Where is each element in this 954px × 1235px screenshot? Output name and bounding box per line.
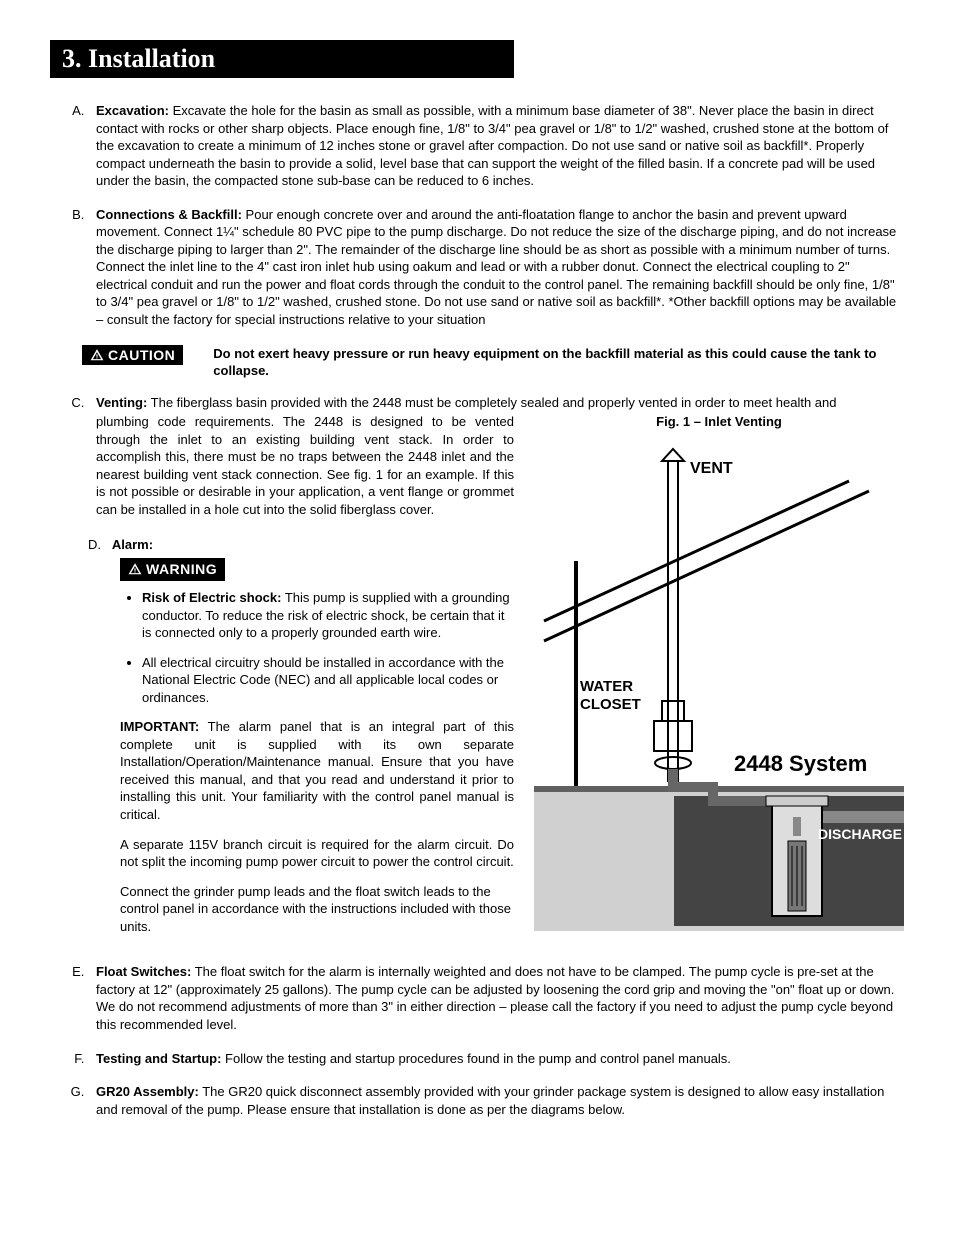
item-a: Excavation: Excavate the hole for the ba…	[88, 102, 904, 190]
important-text: The alarm panel that is an integral part…	[120, 719, 514, 822]
wc-label-1: WATER	[580, 678, 633, 695]
warning-badge: WARNING	[120, 558, 225, 581]
discharge-label: DISCHARGE	[818, 826, 902, 842]
item-g: GR20 Assembly: The GR20 quick disconnect…	[88, 1083, 904, 1118]
alarm-bullets: Risk of Electric shock: This pump is sup…	[96, 589, 514, 706]
system-label: 2448 System	[734, 751, 867, 776]
bullet-1: Risk of Electric shock: This pump is sup…	[142, 589, 514, 642]
inlet-venting-diagram: VENT WATER CLOSET 2448 System DISCHARGE	[534, 441, 904, 931]
bullet-2-text: All electrical circuitry should be insta…	[142, 655, 504, 705]
figure-1: Fig. 1 – Inlet Venting	[534, 413, 904, 947]
item-c: Venting: The fiberglass basin provided w…	[88, 394, 904, 948]
important-para: IMPORTANT: The alarm panel that is an in…	[120, 718, 514, 823]
item-c-lead: The fiberglass basin provided with the 2…	[151, 395, 837, 410]
item-a-label: Excavation:	[96, 103, 169, 118]
warning-triangle-icon	[128, 562, 142, 576]
caution-badge: CAUTION	[82, 345, 183, 365]
item-g-text: The GR20 quick disconnect assembly provi…	[96, 1084, 884, 1117]
section-number: 3.	[62, 44, 82, 73]
bullet-2: All electrical circuitry should be insta…	[142, 654, 514, 707]
item-c-label: Venting:	[96, 395, 147, 410]
item-c-rest: plumbing code requirements. The 2448 is …	[96, 413, 514, 518]
item-f-text: Follow the testing and startup procedure…	[221, 1051, 730, 1066]
alarm-p2: A separate 115V branch circuit is requir…	[120, 836, 514, 871]
wc-label-2: CLOSET	[580, 696, 641, 713]
item-b-label: Connections & Backfill:	[96, 207, 242, 222]
item-e: Float Switches: The float switch for the…	[88, 963, 904, 1033]
installation-list-cont: Venting: The fiberglass basin provided w…	[50, 394, 904, 948]
item-e-label: Float Switches:	[96, 964, 191, 979]
item-d-label: Alarm:	[112, 537, 153, 552]
item-g-label: GR20 Assembly:	[96, 1084, 199, 1099]
warning-triangle-icon	[90, 348, 104, 362]
section-header: 3. Installation	[50, 40, 514, 78]
vent-label: VENT	[690, 460, 733, 477]
alarm-p3: Connect the grinder pump leads and the f…	[120, 883, 514, 936]
section-title-text: Installation	[88, 44, 215, 73]
installation-list: Excavation: Excavate the hole for the ba…	[50, 102, 904, 329]
warning-badge-text: WARNING	[146, 560, 217, 579]
caution-badge-text: CAUTION	[108, 347, 175, 363]
important-label: IMPORTANT:	[120, 719, 199, 734]
bullet-1-bold: Risk of Electric shock:	[142, 590, 281, 605]
item-b: Connections & Backfill: Pour enough conc…	[88, 206, 904, 329]
caution-text: Do not exert heavy pressure or run heavy…	[213, 345, 904, 380]
item-f-label: Testing and Startup:	[96, 1051, 221, 1066]
item-f: Testing and Startup: Follow the testing …	[88, 1050, 904, 1068]
installation-list-tail: Float Switches: The float switch for the…	[50, 963, 904, 1118]
item-e-text: The float switch for the alarm is intern…	[96, 964, 894, 1032]
item-d-wrap: D. Alarm: WARNING Risk of Electric shock…	[96, 536, 514, 935]
figure-caption: Fig. 1 – Inlet Venting	[534, 413, 904, 431]
caution-block: CAUTION Do not exert heavy pressure or r…	[82, 345, 904, 380]
item-b-text: Pour enough concrete over and around the…	[96, 207, 896, 327]
item-a-text: Excavate the hole for the basin as small…	[96, 103, 888, 188]
